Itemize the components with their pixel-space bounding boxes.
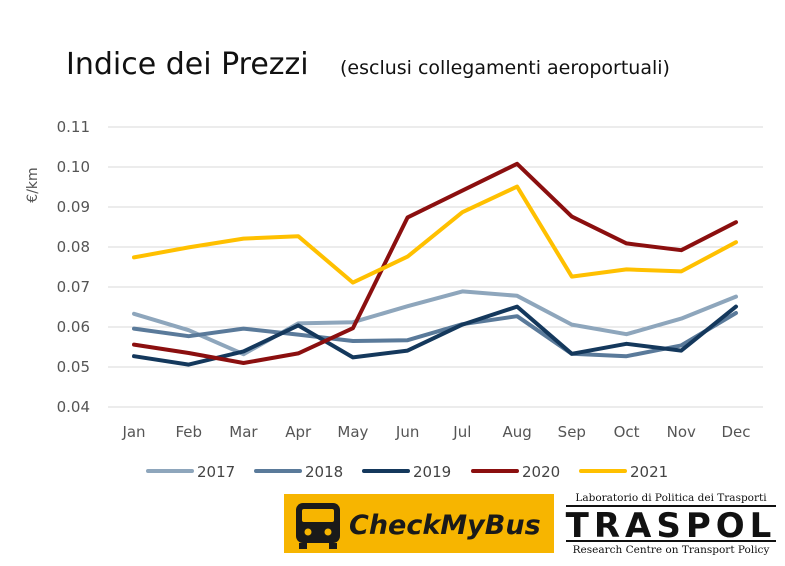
checkmybus-logo: CheckMyBus xyxy=(284,494,554,553)
legend-label-2020: 2020 xyxy=(522,463,560,481)
x-tick-label: Jul xyxy=(452,423,471,441)
y-tick-label: 0.08 xyxy=(57,238,90,256)
legend-label-2021: 2021 xyxy=(630,463,668,481)
y-tick-labels: 0.04 0.05 0.06 0.07 0.08 0.09 0.10 0.11 xyxy=(57,118,90,416)
x-tick-label: Dec xyxy=(721,423,750,441)
series-line-2021 xyxy=(132,184,738,285)
bus-icon xyxy=(296,503,340,549)
y-tick-label: 0.09 xyxy=(57,198,90,216)
x-tick-label: Jan xyxy=(121,423,145,441)
series-line-2017 xyxy=(132,289,738,357)
series-line-2020 xyxy=(132,161,738,365)
x-tick-label: Oct xyxy=(614,423,640,441)
x-tick-label: Mar xyxy=(229,423,258,441)
y-tick-label: 0.06 xyxy=(57,318,90,336)
x-tick-label: Apr xyxy=(285,423,312,441)
y-tick-label: 0.07 xyxy=(57,278,90,296)
series-line-2018 xyxy=(132,311,738,359)
traspol-rule-bottom xyxy=(566,540,776,542)
y-tick-label: 0.11 xyxy=(57,118,90,136)
x-tick-label: Jun xyxy=(395,423,419,441)
y-tick-label: 0.05 xyxy=(57,358,90,376)
y-tick-label: 0.04 xyxy=(57,398,90,416)
legend-label-2019: 2019 xyxy=(413,463,451,481)
series-lines xyxy=(132,161,738,367)
x-tick-label: Feb xyxy=(175,423,202,441)
legend-label-2017: 2017 xyxy=(197,463,235,481)
traspol-rule-top xyxy=(566,505,776,507)
gridlines xyxy=(108,126,763,408)
y-tick-label: 0.10 xyxy=(57,158,90,176)
chart-title: Indice dei Prezzi xyxy=(66,47,309,82)
checkmybus-logo-text: CheckMyBus xyxy=(349,510,541,541)
series-line-2019 xyxy=(132,304,738,367)
x-tick-label: May xyxy=(337,423,368,441)
legend-label-2018: 2018 xyxy=(305,463,343,481)
traspol-logo: Laboratorio di Politica dei Trasporti TR… xyxy=(566,492,777,556)
x-tick-labels: Jan Feb Mar Apr May Jun Jul Aug Sep Oct Nov Dec xyxy=(121,423,750,441)
chart-subtitle: (esclusi collegamenti aeroportuali) xyxy=(340,57,670,79)
traspol-bottom-text: Research Centre on Transport Policy xyxy=(573,544,770,556)
x-tick-label: Sep xyxy=(558,423,586,441)
traspol-name: TRASPOL xyxy=(566,506,777,546)
x-tick-label: Aug xyxy=(502,423,531,441)
y-axis-label: €/km xyxy=(25,167,41,202)
x-tick-label: Nov xyxy=(667,423,696,441)
legend: 2017 2018 2019 2020 2021 xyxy=(146,463,668,481)
traspol-top-text: Laboratorio di Politica dei Trasporti xyxy=(575,492,767,504)
